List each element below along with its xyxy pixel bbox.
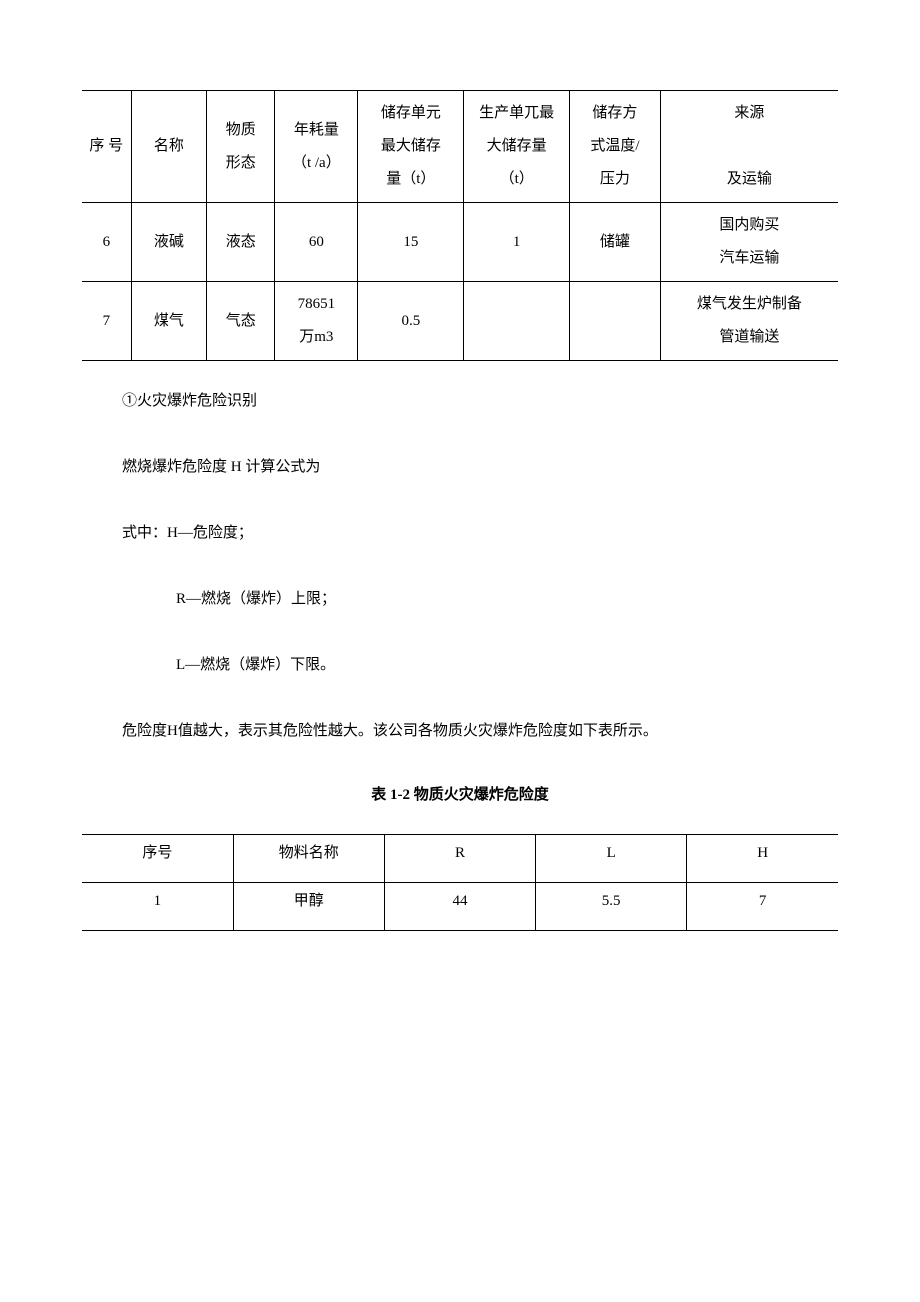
- materials-table: 序 号 名称 物质形态 年耗量（t /a） 储存单元最大储存量（t） 生产单兀最…: [82, 90, 838, 361]
- paragraph-3: 式中：H—危险度；: [122, 521, 838, 545]
- cell-consumption: 78651万m3: [275, 282, 358, 361]
- paragraph-2: 燃烧爆炸危险度 H 计算公式为: [122, 455, 838, 479]
- header-r: R: [384, 835, 535, 883]
- cell-form: 液态: [207, 203, 275, 282]
- header-seq: 序 号: [82, 91, 131, 203]
- header-prod-unit: 生产单兀最大储存量（t）: [464, 91, 570, 203]
- table2-header-row: 序号 物料名称 R L H: [82, 835, 838, 883]
- header-method: 储存方式温度/压力: [570, 91, 661, 203]
- header-source: 来源及运输: [660, 91, 838, 203]
- hazard-degree-table: 序号 物料名称 R L H 1 甲醇 44 5.5 7: [82, 834, 838, 931]
- cell-consumption: 60: [275, 203, 358, 282]
- cell-prod-unit: [464, 282, 570, 361]
- table-row: 6 液碱 液态 60 15 1 储罐 国内购买汽车运输: [82, 203, 838, 282]
- header-consumption: 年耗量（t /a）: [275, 91, 358, 203]
- body-text: ①火灾爆炸危险识别 燃烧爆炸危险度 H 计算公式为 式中：H—危险度； R—燃烧…: [122, 389, 838, 743]
- cell-method: [570, 282, 661, 361]
- table-row: 7 煤气 气态 78651万m3 0.5 煤气发生炉制备管道输送: [82, 282, 838, 361]
- header-name: 物料名称: [233, 835, 384, 883]
- cell-storage-unit: 15: [358, 203, 464, 282]
- header-l: L: [536, 835, 687, 883]
- cell-name: 甲醇: [233, 883, 384, 931]
- table2-caption: 表 1-2 物质火灾爆炸危险度: [82, 785, 838, 806]
- header-name: 名称: [131, 91, 207, 203]
- cell-h: 7: [687, 883, 838, 931]
- cell-prod-unit: 1: [464, 203, 570, 282]
- cell-storage-unit: 0.5: [358, 282, 464, 361]
- paragraph-5: L—燃烧（爆炸）下限。: [176, 653, 838, 677]
- paragraph-1: ①火灾爆炸危险识别: [122, 389, 838, 413]
- table2-row: 1 甲醇 44 5.5 7: [82, 883, 838, 931]
- cell-name: 煤气: [131, 282, 207, 361]
- cell-seq: 1: [82, 883, 233, 931]
- table-header-row: 序 号 名称 物质形态 年耗量（t /a） 储存单元最大储存量（t） 生产单兀最…: [82, 91, 838, 203]
- cell-source: 国内购买汽车运输: [660, 203, 838, 282]
- cell-form: 气态: [207, 282, 275, 361]
- cell-source: 煤气发生炉制备管道输送: [660, 282, 838, 361]
- paragraph-6: 危险度H值越大，表示其危险性越大。该公司各物质火灾爆炸危险度如下表所示。: [122, 719, 838, 743]
- cell-seq: 6: [82, 203, 131, 282]
- paragraph-4: R—燃烧（爆炸）上限；: [176, 587, 838, 611]
- header-form: 物质形态: [207, 91, 275, 203]
- header-h: H: [687, 835, 838, 883]
- cell-method: 储罐: [570, 203, 661, 282]
- cell-seq: 7: [82, 282, 131, 361]
- header-seq: 序号: [82, 835, 233, 883]
- cell-r: 44: [384, 883, 535, 931]
- header-storage-unit: 储存单元最大储存量（t）: [358, 91, 464, 203]
- cell-l: 5.5: [536, 883, 687, 931]
- cell-name: 液碱: [131, 203, 207, 282]
